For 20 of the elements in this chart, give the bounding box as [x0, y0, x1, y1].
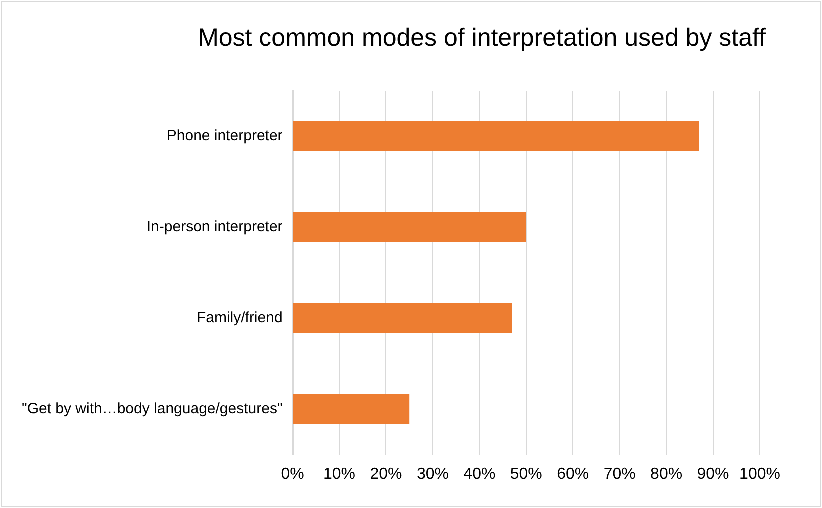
bar — [293, 121, 700, 152]
chart-title: Most common modes of interpretation used by staff — [197, 24, 767, 53]
bar — [293, 394, 410, 424]
x-tick-label: 10% — [324, 466, 356, 483]
y-tick-label: Family/friend — [196, 310, 283, 327]
x-tick-label: 0% — [281, 466, 304, 483]
bar — [293, 212, 526, 242]
x-tick-label: 100% — [740, 466, 780, 483]
x-tick-label: 20% — [370, 466, 402, 483]
x-tick-label: 50% — [510, 466, 542, 483]
x-tick-label: 40% — [464, 466, 496, 483]
y-tick-label: In-person interpreter — [146, 218, 283, 236]
y-tick-label: "Get by with…body language/gestures" — [22, 400, 283, 418]
x-tick-label: 60% — [557, 466, 590, 483]
x-tick-label: 80% — [650, 466, 683, 483]
x-tick-label: 90% — [697, 466, 730, 483]
x-tick-label: 30% — [416, 466, 449, 483]
x-tick-label: 70% — [604, 466, 636, 483]
y-tick-label: Phone interpreter — [166, 128, 283, 145]
bar — [293, 303, 512, 334]
